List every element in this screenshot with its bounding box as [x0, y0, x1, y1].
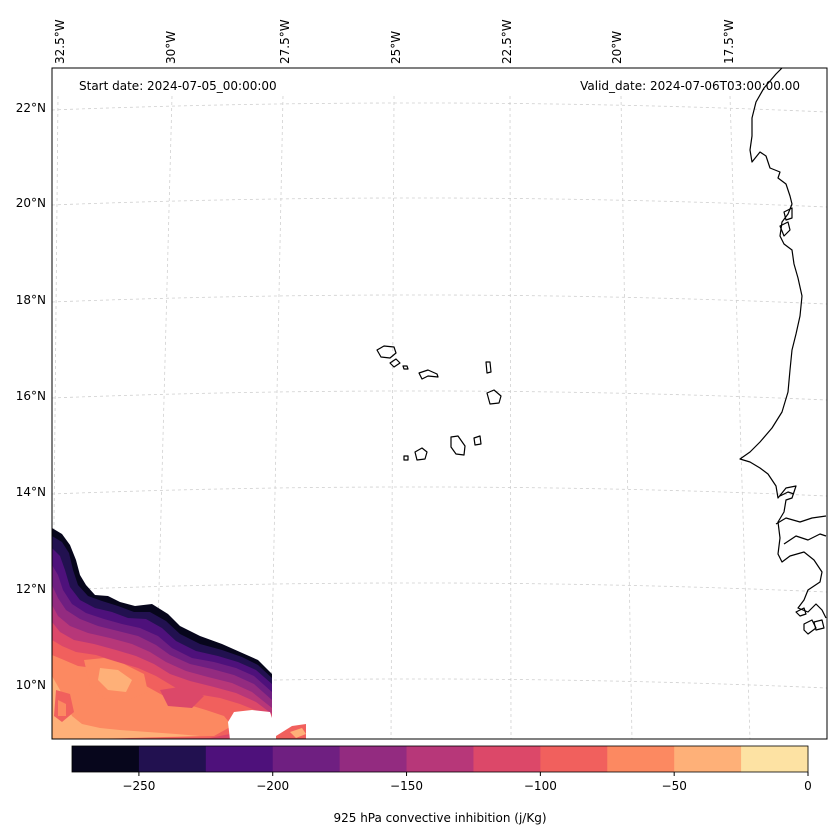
colorbar-tick-label: −250 [122, 779, 155, 793]
colorbar-tick-label: −50 [662, 779, 687, 793]
contour-band [160, 686, 204, 708]
valid-date-label: Valid_date: 2024-07-06T03:00:00.00 [580, 79, 800, 93]
lat-label: 20°N [16, 196, 46, 210]
colorbar-swatch [607, 746, 675, 772]
island-santa-luzia [402, 365, 409, 370]
lon-label: 17.5°W [722, 19, 736, 64]
missing-data-gap [228, 710, 274, 739]
lat-label: 10°N [16, 678, 46, 692]
colorbar-swatch [406, 746, 474, 772]
contour-band [58, 700, 66, 716]
colorbar: −250 −200 −150 −100 −50 0 [71, 745, 812, 793]
coastlines [376, 68, 827, 635]
longitude-labels: 32.5°W 30°W 27.5°W 25°W 22.5°W 20°W 17.5… [53, 19, 736, 64]
colorbar-swatch [339, 746, 408, 772]
island [803, 619, 817, 635]
colorbar-swatch [205, 746, 274, 772]
island [779, 221, 791, 237]
island-sao-vicente [389, 358, 401, 368]
island-sal [485, 361, 492, 374]
colorbar-tick-label: −100 [524, 779, 557, 793]
island [783, 207, 793, 221]
coastline-africa [739, 68, 827, 619]
colorbar-swatch [741, 746, 809, 772]
lon-label: 32.5°W [53, 19, 67, 64]
cin-contours [52, 528, 306, 739]
island-boa-vista [486, 389, 502, 405]
latitude-labels: 22°N 20°N 18°N 16°N 14°N 12°N 10°N [16, 101, 46, 692]
colorbar-swatch [473, 746, 541, 772]
colorbar-label: 925 hPa convective inhibition (j/Kg) [333, 811, 546, 825]
lon-label: 27.5°W [278, 19, 292, 64]
colorbar-swatch [272, 746, 341, 772]
start-date-label: Start date: 2024-07-05_00:00:00 [79, 79, 277, 93]
colorbar-swatch [540, 746, 608, 772]
island-brava [403, 455, 409, 461]
contour-band [98, 668, 132, 692]
colorbar-tick-label: −150 [390, 779, 423, 793]
colorbar-swatch [72, 746, 140, 772]
island-santo-antao [376, 345, 397, 359]
map-frame [51, 67, 828, 740]
colorbar-swatch [138, 746, 207, 772]
lon-label: 20°W [610, 31, 624, 64]
lat-label: 18°N [16, 293, 46, 307]
island-fogo [414, 447, 428, 461]
colorbar-tick-label: 0 [804, 779, 812, 793]
colorbar-frame [71, 745, 809, 773]
lat-label: 12°N [16, 582, 46, 596]
contour-band [290, 728, 306, 738]
lat-label: 22°N [16, 101, 46, 115]
lat-label: 14°N [16, 485, 46, 499]
island [795, 607, 807, 617]
lat-label: 16°N [16, 389, 46, 403]
contour-band [52, 676, 200, 739]
island-maio [473, 435, 482, 446]
island-sao-nicolau [418, 369, 439, 380]
lon-label: 22.5°W [500, 19, 514, 64]
colorbar-tick-label: −200 [256, 779, 289, 793]
island-santiago [450, 435, 466, 456]
colorbar-swatch [674, 746, 742, 772]
island [813, 619, 825, 631]
lon-label: 30°W [164, 31, 178, 64]
lon-label: 25°W [389, 31, 403, 64]
